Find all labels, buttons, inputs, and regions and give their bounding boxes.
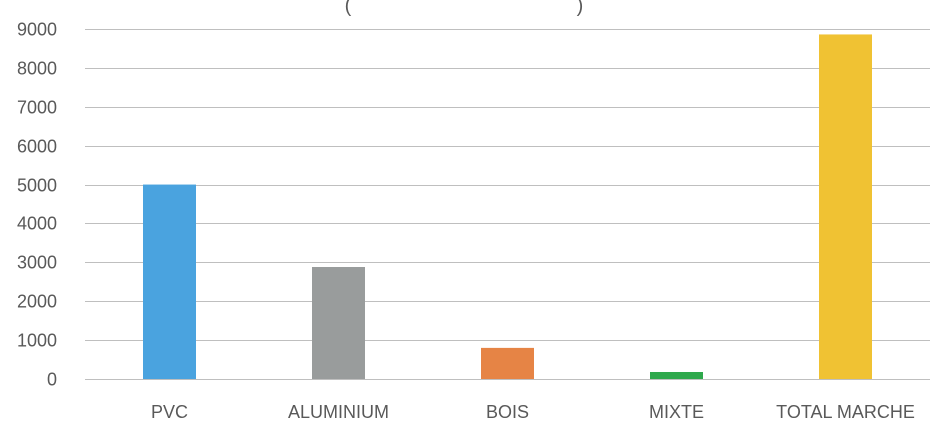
bar-total-marche xyxy=(819,34,872,379)
x-tick-label: TOTAL MARCHE xyxy=(776,402,915,421)
x-tick-label: ALUMINIUM xyxy=(288,402,389,421)
bar-bois xyxy=(481,347,534,379)
y-tick-label: 8000 xyxy=(17,59,57,79)
y-tick-label: 0 xyxy=(47,370,57,390)
chart-title: ( ) xyxy=(345,0,584,17)
bar-aluminium xyxy=(312,267,365,379)
y-tick-label: 2000 xyxy=(17,292,57,312)
y-axis-tick-labels: 0 1000 2000 3000 4000 5000 6000 7000 8000 9000 xyxy=(17,20,57,390)
chart-title-close-paren: ) xyxy=(577,0,584,17)
x-tick-label: BOIS xyxy=(486,402,529,421)
gridlines xyxy=(85,29,930,380)
y-tick-label: 5000 xyxy=(17,176,57,196)
x-tick-label: PVC xyxy=(151,402,188,421)
y-tick-label: 4000 xyxy=(17,214,57,234)
y-tick-label: 6000 xyxy=(17,137,57,157)
x-tick-label: MIXTE xyxy=(649,402,704,421)
bar-mixte xyxy=(650,372,703,379)
y-tick-label: 9000 xyxy=(17,20,57,40)
y-tick-label: 7000 xyxy=(17,98,57,118)
x-axis-tick-labels: PVC ALUMINIUM BOIS MIXTE TOTAL MARCHE xyxy=(151,402,915,422)
y-tick-label: 3000 xyxy=(17,253,57,273)
bars xyxy=(143,34,872,379)
bar-pvc xyxy=(143,184,196,379)
y-tick-label: 1000 xyxy=(17,331,57,351)
chart-title-open-paren: ( xyxy=(345,0,352,17)
